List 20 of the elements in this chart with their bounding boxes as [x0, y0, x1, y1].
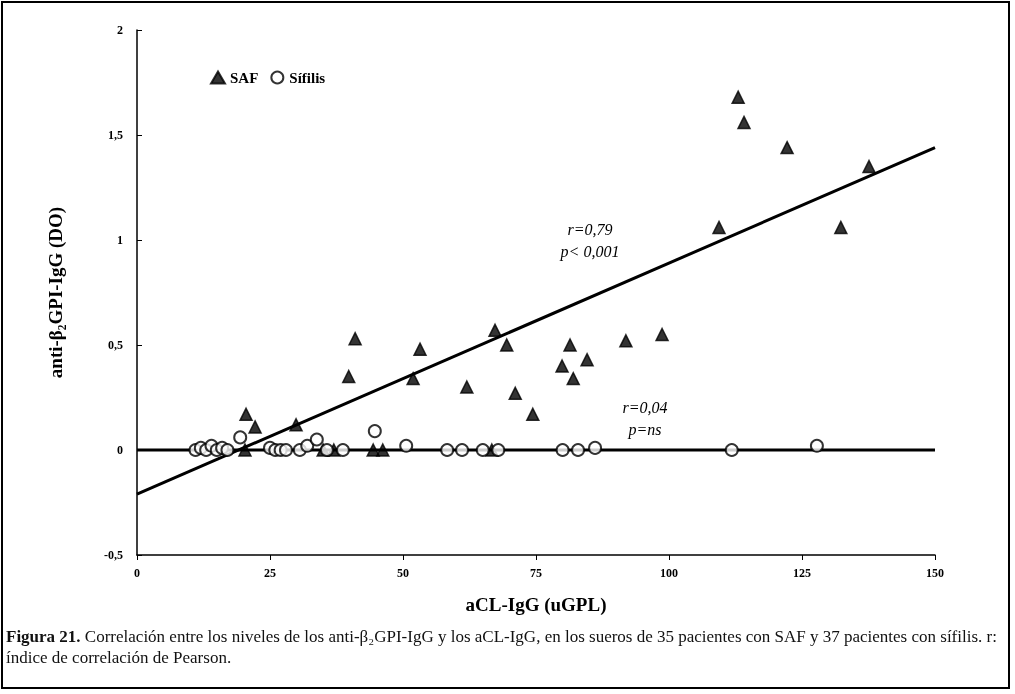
x-tick-label: 150 [926, 566, 944, 580]
x-axis-title: aCL-IgG (uGPL) [465, 594, 607, 616]
annotation: r=0,04 p=ns [622, 398, 668, 439]
x-tick-label: 0 [134, 566, 140, 580]
x-tick-label: 100 [660, 566, 678, 580]
y-tick-label: 2 [117, 23, 123, 37]
legend-label: Sífilis [289, 69, 326, 86]
x-tick-label: 125 [793, 566, 811, 580]
y-tick-label: 1 [117, 233, 123, 247]
y-tick-label: 0 [117, 443, 123, 457]
x-tick-label: 75 [530, 566, 542, 580]
text: Figura 21. Correlación entre los niveles de los anti-β₂GPI-IgG y los aCL-IgG, en los sueros de 35 pacientes con SAF y 37 pacientes con sífilis. r: índice de correlación de Pearson. [6, 626, 998, 668]
y-tick-label: 0,5 [108, 338, 123, 352]
y-tick-label: -0,5 [104, 548, 123, 562]
legend-label: SAF [230, 69, 259, 86]
y-axis-title: anti-β₂GPI-IgG (DO) [45, 206, 67, 379]
y-tick-label: 1,5 [108, 128, 123, 142]
x-tick-label: 25 [264, 566, 276, 580]
annotation: r=0,79 p< 0,001 [559, 220, 620, 261]
x-tick-label: 50 [397, 566, 409, 580]
